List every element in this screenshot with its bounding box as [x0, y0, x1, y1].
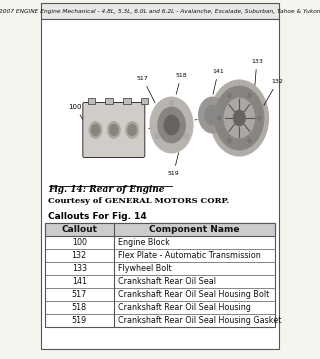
- Circle shape: [169, 100, 174, 106]
- Text: 517: 517: [137, 76, 155, 103]
- Circle shape: [91, 124, 100, 136]
- FancyBboxPatch shape: [83, 103, 145, 158]
- Text: Flex Plate - Automatic Transmission: Flex Plate - Automatic Transmission: [118, 251, 260, 260]
- Circle shape: [184, 133, 188, 139]
- Circle shape: [158, 107, 185, 143]
- Circle shape: [107, 121, 120, 139]
- Text: 100: 100: [72, 238, 87, 247]
- Text: 518: 518: [175, 73, 187, 94]
- Text: 132: 132: [264, 79, 284, 106]
- Circle shape: [164, 115, 179, 135]
- Bar: [123, 98, 131, 104]
- Text: Component Name: Component Name: [149, 225, 240, 234]
- Text: 2007 ENGINE Engine Mechanical - 4.8L, 5.3L, 6.0L and 6.2L - Avalanche, Escalade,: 2007 ENGINE Engine Mechanical - 4.8L, 5.…: [0, 9, 320, 14]
- Circle shape: [233, 110, 245, 126]
- Text: 141: 141: [72, 277, 87, 286]
- Bar: [44, 223, 276, 327]
- Text: 133: 133: [251, 59, 263, 85]
- Circle shape: [155, 133, 159, 139]
- Bar: [44, 223, 276, 236]
- FancyBboxPatch shape: [41, 3, 279, 19]
- Text: Crankshaft Rear Oil Seal Housing: Crankshaft Rear Oil Seal Housing: [118, 303, 251, 312]
- Text: Engine Block: Engine Block: [118, 238, 170, 247]
- Text: 133: 133: [72, 264, 87, 273]
- Text: Crankshaft Rear Oil Seal Housing Gasket: Crankshaft Rear Oil Seal Housing Gasket: [118, 316, 281, 325]
- Circle shape: [210, 80, 268, 156]
- Text: Crankshaft Rear Oil Seal: Crankshaft Rear Oil Seal: [118, 277, 216, 286]
- Text: 517: 517: [72, 290, 87, 299]
- Circle shape: [228, 93, 231, 98]
- Circle shape: [224, 98, 255, 138]
- FancyBboxPatch shape: [41, 19, 279, 349]
- Circle shape: [205, 105, 220, 125]
- Text: 518: 518: [72, 303, 87, 312]
- Circle shape: [217, 116, 221, 121]
- Circle shape: [128, 124, 137, 136]
- Text: 519: 519: [72, 316, 87, 325]
- Text: 100: 100: [68, 104, 83, 119]
- Text: Fig. 14: Rear of Engine: Fig. 14: Rear of Engine: [48, 185, 165, 194]
- Text: 141: 141: [212, 69, 224, 94]
- Circle shape: [247, 138, 251, 143]
- Circle shape: [125, 121, 139, 139]
- Text: Callout: Callout: [61, 225, 97, 234]
- Text: 519: 519: [168, 153, 180, 176]
- Circle shape: [215, 86, 264, 150]
- Text: Courtesy of GENERAL MOTORS CORP.: Courtesy of GENERAL MOTORS CORP.: [48, 197, 230, 205]
- Bar: [140, 98, 148, 104]
- Text: Callouts For Fig. 14: Callouts For Fig. 14: [48, 212, 147, 221]
- Circle shape: [109, 124, 118, 136]
- Text: 132: 132: [72, 251, 87, 260]
- Bar: [88, 98, 95, 104]
- Circle shape: [198, 97, 226, 133]
- Text: Flywheel Bolt: Flywheel Bolt: [118, 264, 171, 273]
- Circle shape: [257, 116, 261, 121]
- Circle shape: [247, 93, 251, 98]
- Text: Crankshaft Rear Oil Seal Housing Bolt: Crankshaft Rear Oil Seal Housing Bolt: [118, 290, 269, 299]
- Circle shape: [150, 97, 193, 153]
- Circle shape: [89, 121, 102, 139]
- Circle shape: [228, 138, 231, 143]
- Bar: [105, 98, 113, 104]
